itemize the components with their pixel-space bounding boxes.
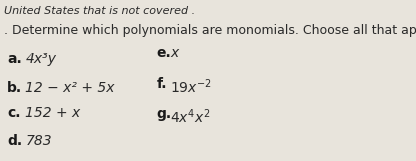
Text: . Determine which polynomials are monomials. Choose all that apply.: . Determine which polynomials are monomi… [5, 24, 416, 37]
Text: United States that is not covered .: United States that is not covered . [5, 6, 196, 16]
Text: $4x^4x^2$: $4x^4x^2$ [170, 107, 210, 126]
Text: e.: e. [157, 46, 171, 60]
Text: 12 − x² + 5x: 12 − x² + 5x [25, 80, 115, 95]
Text: d.: d. [7, 134, 22, 148]
Text: b.: b. [7, 80, 22, 95]
Text: x: x [170, 46, 178, 60]
Text: 4x³y: 4x³y [25, 52, 56, 66]
Text: 152 + x: 152 + x [25, 106, 81, 120]
Text: $19x^{-2}$: $19x^{-2}$ [170, 77, 212, 96]
Text: 783: 783 [25, 134, 52, 148]
Text: g.: g. [157, 107, 172, 121]
Text: f.: f. [157, 77, 167, 91]
Text: a.: a. [7, 52, 22, 66]
Text: c.: c. [7, 106, 21, 120]
